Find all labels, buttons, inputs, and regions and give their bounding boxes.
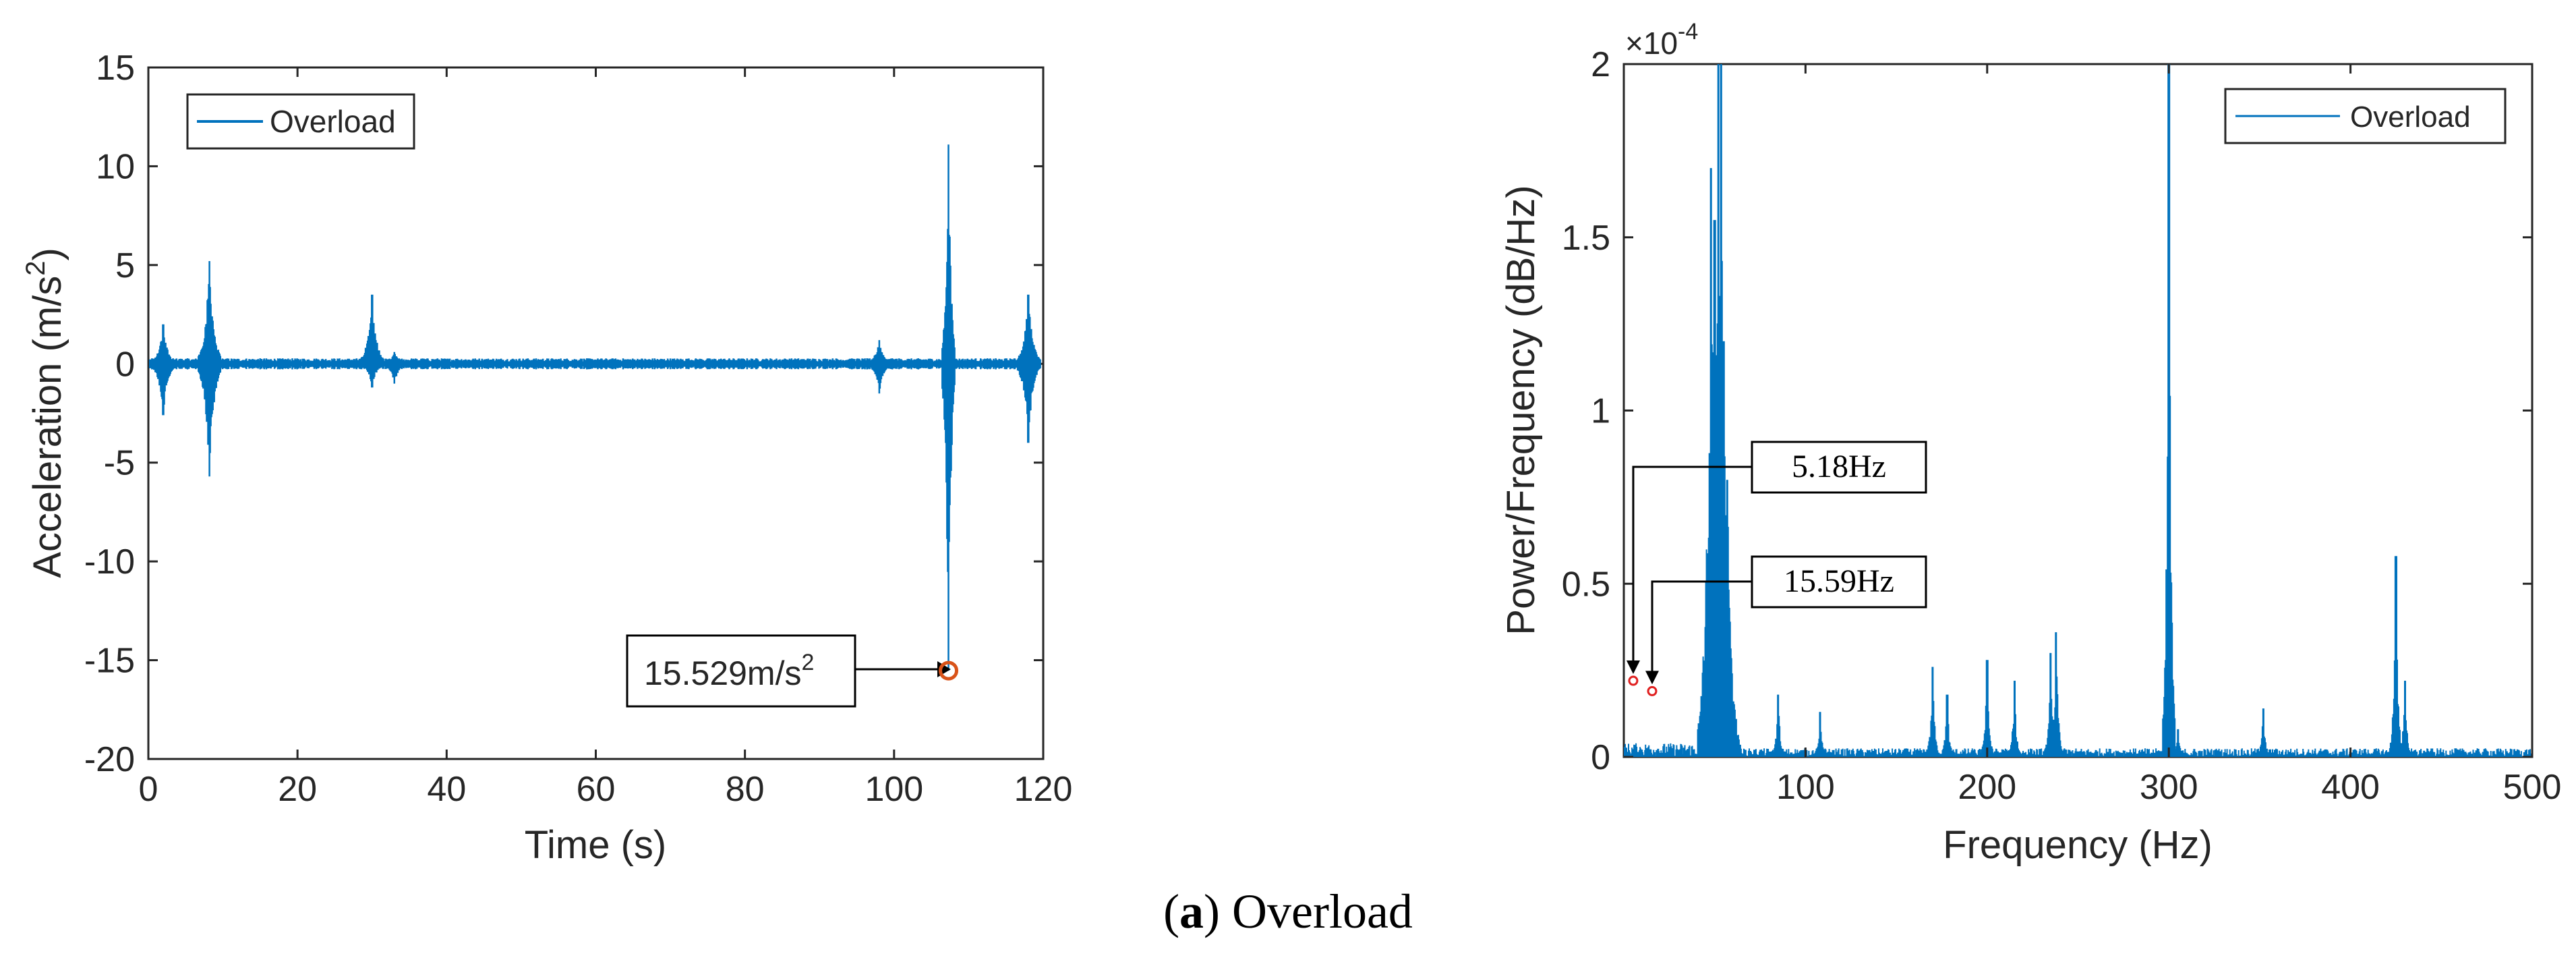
acceleration-legend-label: Overload: [270, 104, 396, 139]
acceleration-annotation: 15.529m/s2: [626, 634, 959, 708]
psd-marker-1-dot: [1628, 675, 1639, 686]
x-tick-label: 500: [2503, 768, 2562, 807]
psd-marker-1-leader: [1632, 466, 1752, 663]
psd-ticks: 100 200 300 400 500 2 1.5 1 0.5 0: [1562, 45, 2562, 807]
overload-signal-line: [148, 144, 1041, 671]
y-tick-label: -15: [84, 642, 135, 681]
x-tick-label: 80: [726, 770, 765, 809]
x-tick-label: 120: [1014, 770, 1073, 809]
psd-marker-2-dot: [1647, 685, 1658, 696]
psd-legend-label: Overload: [2350, 101, 2471, 134]
y-tick-label: 15: [96, 49, 135, 88]
y-tick-label: 1: [1591, 392, 1610, 431]
x-tick-label: 200: [1958, 768, 2016, 807]
y-tick-label: 10: [96, 147, 135, 186]
annotation-text: 15.529m/s2: [644, 650, 814, 692]
x-tick-label: 100: [1776, 768, 1835, 807]
psd-y-multiplier: ×10-4: [1625, 19, 1698, 61]
y-tick-label: 0: [115, 345, 135, 384]
acceleration-legend: Overload: [186, 93, 415, 150]
psd-legend: Overload: [2224, 88, 2507, 144]
y-tick-label: 2: [1591, 45, 1610, 84]
y-tick-label: 0: [1591, 738, 1610, 777]
x-tick-label: 400: [2321, 768, 2380, 807]
psd-marker-1-arrowhead: [1626, 660, 1640, 675]
acceleration-x-label: Time (s): [525, 823, 666, 867]
y-tick-label: 1.5: [1562, 219, 1610, 258]
figure-caption: (a) Overload: [1163, 884, 1413, 938]
annotation-min-marker: [939, 660, 959, 681]
psd-y-label: Power/Frequency (dB/Hz): [1499, 185, 1543, 635]
psd-marker-1: 5.18Hz: [1626, 441, 1927, 686]
y-tick-label: 0.5: [1562, 565, 1610, 604]
acceleration-y-label: Acceleration (m/s2): [21, 248, 69, 578]
x-tick-label: 0: [139, 770, 158, 809]
psd-marker-1-label: 5.18Hz: [1792, 449, 1886, 484]
psd-marker-2-leader: [1651, 580, 1752, 673]
y-tick-label: -10: [84, 542, 135, 582]
x-tick-label: 100: [865, 770, 923, 809]
x-tick-label: 60: [577, 770, 616, 809]
y-tick-label: -5: [104, 444, 135, 483]
psd-plot-area: [1622, 63, 2534, 758]
acceleration-chart: 0 20 40 60 80 100 120 15 10 5 0 -5 -10 -15 -20 Overloa…: [21, 49, 1072, 867]
x-tick-label: 300: [2140, 768, 2198, 807]
psd-x-label: Frequency (Hz): [1943, 823, 2213, 867]
x-tick-label: 20: [278, 770, 317, 809]
psd-marker-2-arrowhead: [1645, 671, 1659, 685]
psd-marker-2: 15.59Hz: [1645, 555, 1927, 696]
x-tick-label: 40: [427, 770, 466, 809]
y-tick-label: -20: [84, 740, 135, 779]
psd-marker-2-label: 15.59Hz: [1784, 563, 1894, 599]
psd-marker-2-box: [1751, 555, 1927, 609]
y-tick-label: 5: [115, 246, 135, 285]
acceleration-plot-area: [147, 66, 1045, 760]
annotation-box: [626, 634, 856, 708]
acceleration-ticks: 0 20 40 60 80 100 120 15 10 5 0 -5 -10 -15 -20: [84, 49, 1073, 809]
acceleration-series-overload: [148, 144, 1041, 671]
